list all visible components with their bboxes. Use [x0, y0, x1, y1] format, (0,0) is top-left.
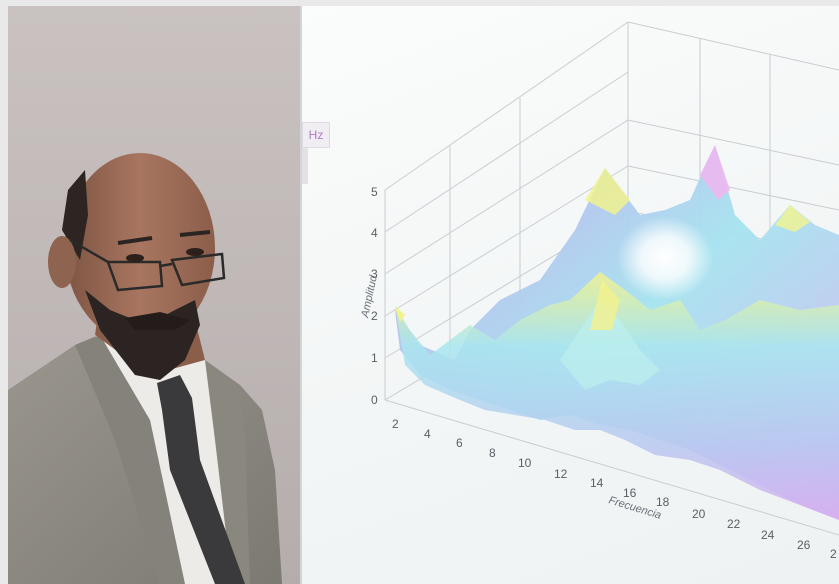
y-tick-5: 5	[371, 185, 378, 199]
x-tick-2: 2	[392, 417, 399, 431]
x-tick-4: 4	[424, 427, 431, 441]
right-lapel	[205, 360, 250, 584]
surface-front-layer	[395, 272, 839, 520]
right-eyebrow	[179, 230, 211, 237]
y-tick-1: 1	[371, 351, 378, 365]
box-top-left-edge	[384, 21, 629, 191]
left-lapel	[75, 335, 185, 584]
glasses-left-lens	[106, 260, 164, 292]
surface-ridge-1	[560, 300, 660, 390]
gridline-4	[384, 71, 629, 233]
x-tick-6: 6	[456, 436, 463, 450]
surface-mesh	[395, 145, 839, 520]
y-axis-ticks: 0 1 2 3 4 5	[371, 185, 378, 407]
surface-peak-4	[590, 280, 620, 330]
x-axis-ticks: 2 4 6 8 10 12 14 16 18 20 22 24 26 2	[392, 417, 837, 561]
x-tick-20: 20	[692, 507, 706, 521]
ear	[48, 236, 76, 288]
x-tick-28-partial: 2	[830, 547, 837, 561]
head	[65, 153, 215, 343]
left-eye	[126, 254, 144, 262]
glasses-bridge	[159, 262, 173, 268]
y-tick-0: 0	[371, 393, 378, 407]
x-tick-12: 12	[554, 467, 568, 481]
y-tick-4: 4	[371, 226, 378, 240]
surface-peak-2	[700, 145, 730, 200]
x-tick-22: 22	[727, 517, 741, 531]
unit-label-fragment: Hz	[302, 122, 330, 148]
left-eyebrow	[117, 236, 153, 245]
x-tick-8: 8	[489, 446, 496, 460]
x-tick-18: 18	[656, 495, 670, 509]
gridline-back-1	[627, 119, 839, 166]
glasses	[69, 238, 226, 292]
x-tick-16: 16	[623, 486, 637, 500]
tie	[157, 375, 245, 584]
gridline-3	[384, 119, 629, 275]
person	[8, 153, 282, 584]
box-top-back-edge	[627, 21, 839, 71]
gridline-back-2	[627, 165, 839, 211]
x-tick-24: 24	[761, 528, 775, 542]
box-floor-front-edge	[384, 399, 839, 536]
projection-screen-edge	[300, 6, 303, 584]
surface-edge-peak	[395, 306, 405, 322]
hair-left	[62, 170, 88, 260]
surface-peak-3	[775, 205, 810, 232]
x-tick-10: 10	[518, 456, 532, 470]
surface-peak-1	[585, 168, 630, 215]
right-eye	[186, 248, 204, 256]
beard	[85, 290, 200, 380]
gridline-2	[384, 165, 629, 317]
projector-glare	[617, 216, 713, 300]
y-tick-3: 3	[371, 267, 378, 281]
y-tick-2: 2	[371, 309, 378, 323]
x-tick-26: 26	[797, 538, 811, 552]
moustache	[125, 312, 190, 330]
x-tick-14: 14	[590, 476, 604, 490]
glasses-temple	[69, 238, 109, 264]
colorbar-fragment	[302, 148, 308, 184]
glasses-right-lens	[170, 252, 226, 287]
